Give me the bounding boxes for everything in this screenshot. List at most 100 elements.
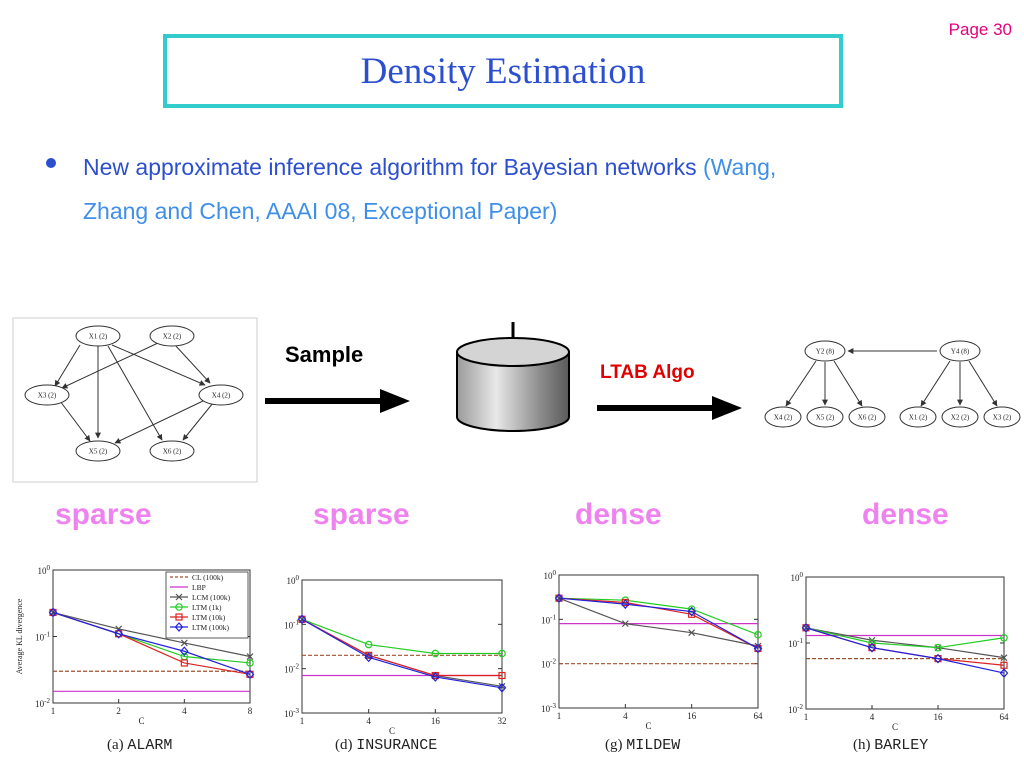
y-axis-label: Average KL divergence [15,598,24,674]
y-tick-exponent: -2 [550,658,556,666]
chart-barley: 100 10-1 10-21 4 16 64 C [788,571,1010,732]
data-point [246,653,254,660]
plot-frame [558,574,759,709]
caption-insurance: (d) INSURANCE [335,737,437,754]
series-line [301,618,503,689]
chart-insurance: 100 10-1 10-2 10-31 4 16 32 C [284,574,507,736]
bullet-main-text: New approximate inference algorithm for … [83,154,697,180]
x-tick-label: 8 [248,706,253,716]
y-tick-label: 10-2 [284,663,299,675]
data-point [180,646,189,657]
ltm-node-label: X2 (2) [951,414,970,422]
y-tick-exponent: -1 [44,631,50,639]
x-axis-label: C [892,722,898,732]
series-line [52,611,251,675]
x-tick-label: 16 [934,712,944,722]
y-tick-exponent: -3 [550,702,556,710]
y-tick-label: 100 [791,571,804,583]
y-tick-label: 10-2 [788,703,803,715]
plot-frame [805,576,1005,710]
y-tick-exponent: -1 [797,637,803,645]
ltm-node-label: Y4 (8) [951,348,970,356]
series-line [558,597,759,647]
caption-alarm: (a) ALARM [107,737,172,754]
data-point [933,653,943,664]
x-tick-label: 16 [431,716,441,726]
series-line [805,627,1005,659]
y-tick-exponent: 0 [47,564,51,572]
bullet-citation-line1: (Wang, [703,154,777,180]
data-point [48,607,58,618]
legend-label: CL (100k) [192,573,224,582]
series-line [52,611,251,658]
data-point [621,620,629,628]
y-tick-label: 10-1 [788,637,803,649]
y-tick-exponent: -2 [797,703,803,711]
data-point [431,649,440,658]
caption-prefix: (a) [107,737,124,753]
y-tick-label: 10-3 [284,707,299,719]
y-tick-exponent: -1 [293,618,299,626]
y-tick-exponent: 0 [800,571,804,579]
y-tick-exponent: -2 [44,697,50,705]
y-tick-label: 100 [38,564,51,576]
data-point [297,614,307,625]
bn-node-label: X5 (2) [89,448,108,456]
y-tick-label: 10-3 [541,702,556,714]
y-tick-exponent: -2 [293,663,299,671]
bn-node-label: X4 (2) [212,392,231,400]
series-ltm-100k [801,622,1009,679]
caption-prefix: (g) [605,737,623,753]
x-ticks: 1 4 16 32 [300,709,507,726]
density-label-sparse: sparse [313,498,410,531]
y-tick-exponent: 0 [553,569,557,577]
caption-prefix: (h) [853,737,871,753]
series-line [558,597,759,636]
legend-marker [175,603,183,611]
ltab-arrow-icon [597,396,742,420]
ltm-node-label: X3 (2) [993,414,1012,422]
sample-label: Sample [285,342,364,367]
density-label-dense: dense [862,498,949,531]
x-tick-label: 64 [1000,712,1010,722]
sample-arrow-icon [265,389,410,413]
series-line [805,627,1005,674]
y-tick-label: 10-1 [541,613,556,625]
legend-marker [174,622,184,632]
x-tick-label: 1 [300,716,305,726]
x-tick-label: 4 [182,706,187,716]
ltm-node-label: X5 (2) [816,414,835,422]
chart-alarm: 100 10-1 10-21 2 4 8 C Average KL divergence CL … [15,564,255,726]
y-tick-label: 100 [544,569,557,581]
legend-label: LTM (1k) [192,603,222,612]
bullet-dot-icon [46,158,56,168]
data-point [431,672,440,682]
database-icon [456,322,570,432]
data-point [1000,654,1008,662]
caption-name: MILDEW [626,737,681,754]
y-tick-label: 10-1 [284,618,299,630]
y-tick-label: 10-1 [35,631,50,643]
data-point [364,640,373,649]
data-point [867,642,877,653]
bn-edges [54,342,214,444]
x-tick-label: 4 [870,712,875,722]
ltm-edges [785,348,998,407]
x-tick-label: 1 [51,706,56,716]
legend-label: LTM (10k) [192,613,226,622]
plot-frame [301,579,503,714]
series-ltm-100k [48,607,255,680]
data-point [114,628,123,639]
caption-name: BARLEY [874,737,929,754]
x-axis-label: C [645,721,651,731]
data-point [687,606,696,617]
series-line [558,597,759,650]
data-point [1000,633,1008,642]
series-line [805,627,1005,649]
ltab-algo-label: LTAB Algo [600,362,695,383]
series-ltm-100k [297,614,507,693]
bn-node-label: X6 (2) [163,448,182,456]
bullet-citation-line2: Zhang and Chen, AAAI 08, Exceptional Pap… [83,198,558,224]
density-label-dense: dense [575,498,662,531]
